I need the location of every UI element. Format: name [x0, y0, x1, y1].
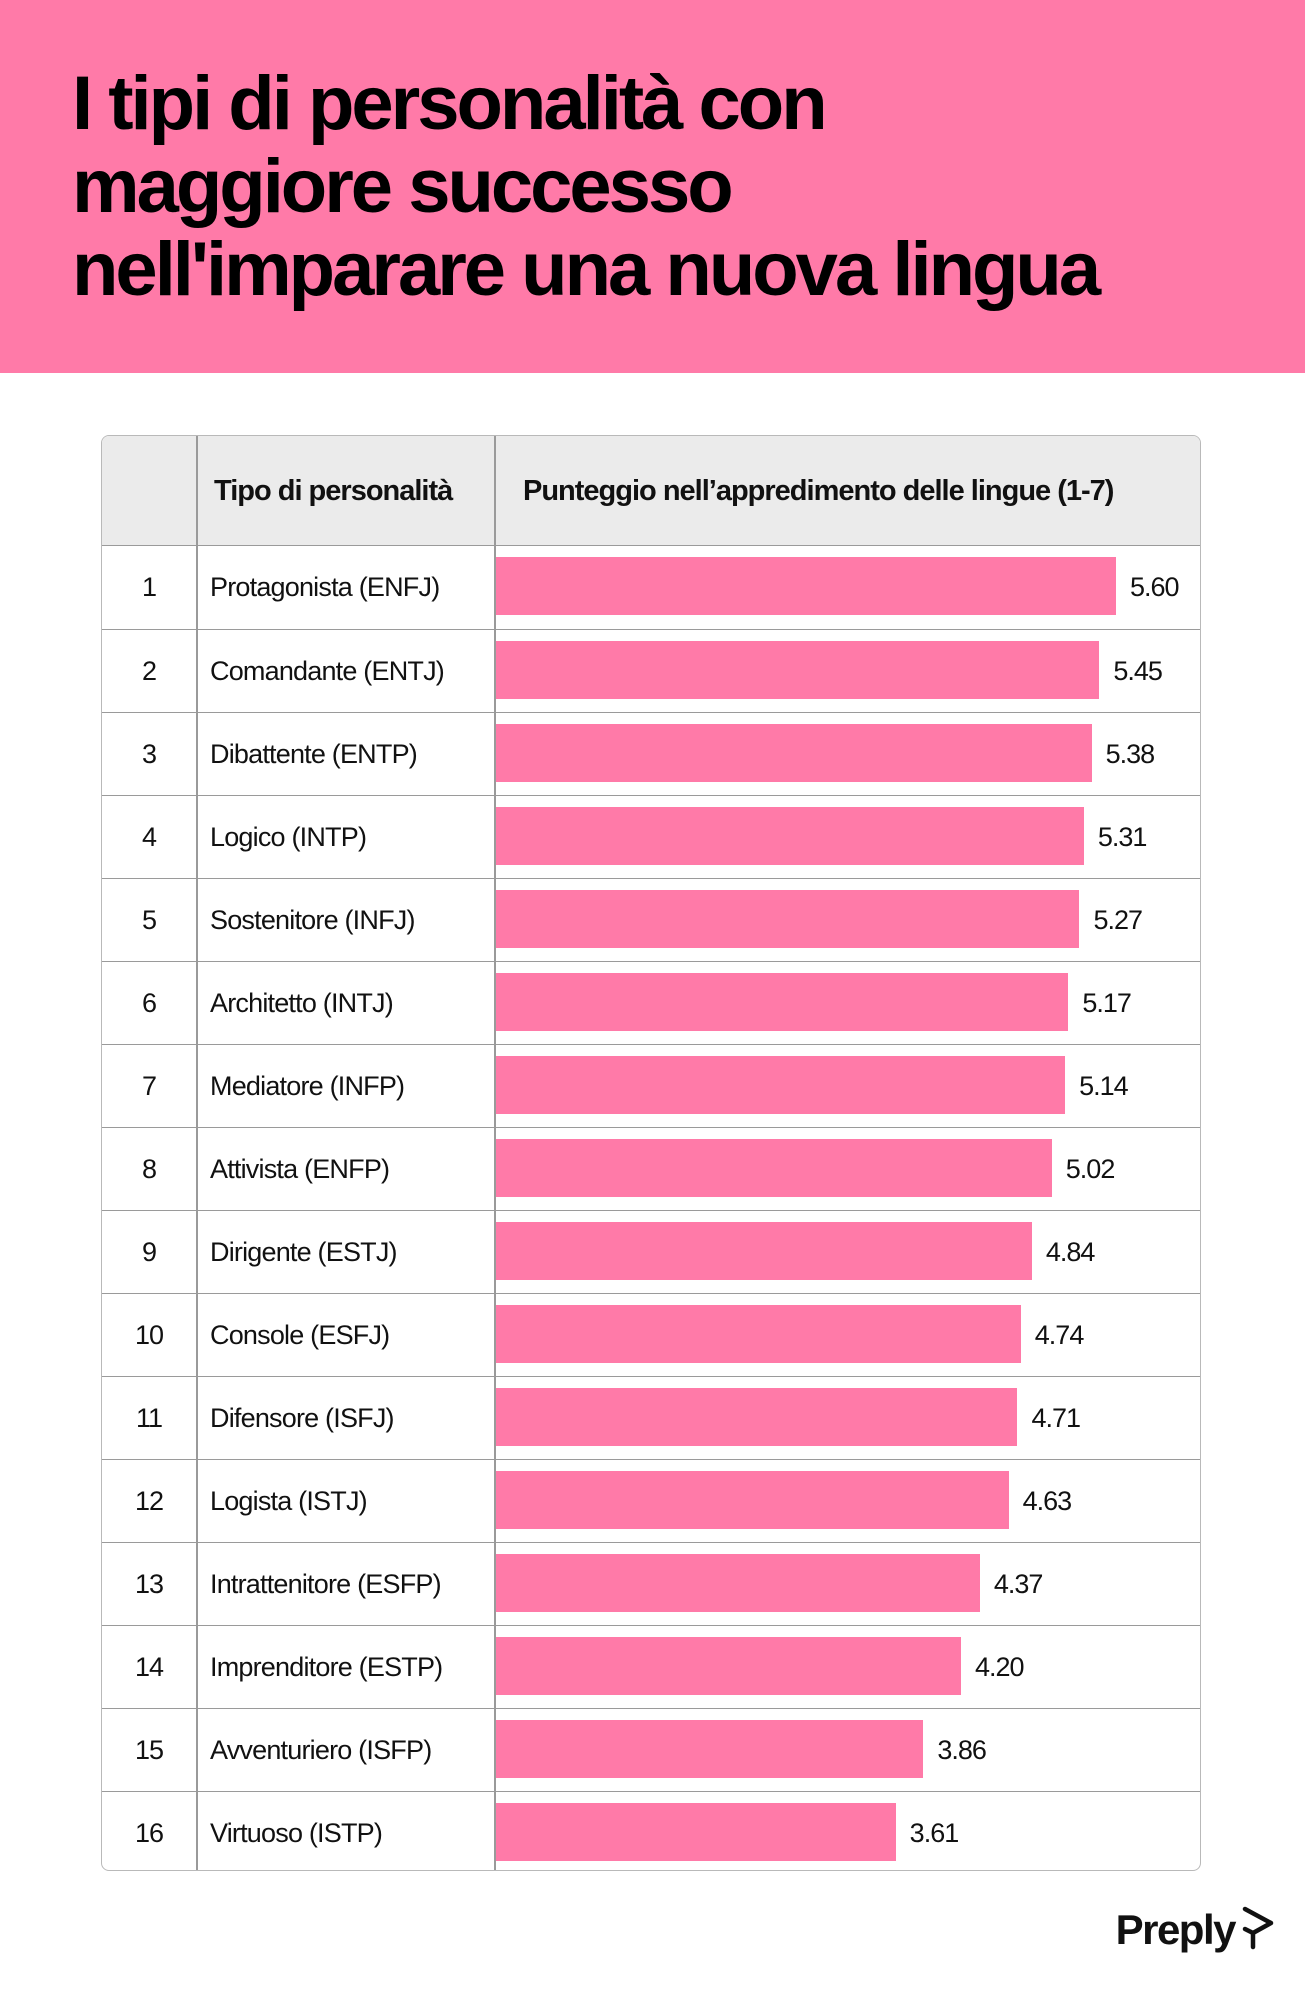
title-line-3: nell'imparare una nuova lingua	[72, 227, 1101, 312]
title-line-1: I tipi di personalità con	[72, 61, 828, 146]
ranking-table: Tipo di personalità Punteggio nell’appre…	[101, 435, 1201, 1871]
score-value-label: 5.27	[1093, 905, 1143, 935]
table-row: 12 Logista (ISTJ) 4.63	[102, 1459, 1200, 1542]
rank-cell: 10	[134, 1320, 164, 1350]
score-value-label: 3.86	[937, 1735, 987, 1765]
score-value-label: 5.02	[1065, 1154, 1116, 1184]
table-row: 9 Dirigente (ESTJ) 4.84	[102, 1210, 1200, 1293]
score-value-label: 4.71	[1031, 1403, 1081, 1433]
table-row: 3 Dibattente (ENTP) 5.38	[102, 712, 1200, 795]
score-bar	[496, 1305, 1021, 1363]
score-bar	[496, 890, 1080, 948]
table-row: 10 Console (ESFJ) 4.74	[102, 1293, 1200, 1376]
score-value-label: 4.74	[1034, 1320, 1085, 1350]
rank-cell: 11	[135, 1403, 163, 1433]
personality-type-cell: Virtuoso (ISTP)	[210, 1818, 383, 1848]
table-row: 8 Attivista (ENFP) 5.02	[102, 1127, 1200, 1210]
rank-cell: 15	[134, 1735, 164, 1765]
personality-type-cell: Comandante (ENTJ)	[210, 656, 445, 686]
score-value-label: 5.17	[1082, 988, 1132, 1018]
brand-logo: Preply	[1116, 1900, 1275, 1960]
table-row: 14 Imprenditore (ESTP) 4.20	[102, 1625, 1200, 1708]
table-row: 6 Architetto (INTJ) 5.17	[102, 961, 1200, 1044]
score-bar	[496, 1637, 961, 1695]
rank-cell: 12	[134, 1486, 164, 1516]
title-line-2: maggiore successo	[72, 144, 734, 229]
score-value-label: 5.14	[1079, 1071, 1129, 1101]
personality-type-cell: Intrattenitore (ESFP)	[210, 1569, 442, 1599]
rank-cell: 1	[141, 572, 157, 602]
score-value-label: 4.84	[1045, 1237, 1096, 1267]
personality-type-cell: Dibattente (ENTP)	[210, 739, 418, 769]
rank-cell: 7	[141, 1071, 157, 1101]
score-bar	[496, 557, 1116, 615]
rank-cell: 3	[141, 739, 157, 769]
personality-type-cell: Dirigente (ESTJ)	[210, 1237, 398, 1267]
header-score: Punteggio nell’appredimento delle lingue…	[523, 474, 1114, 507]
score-bar	[496, 1139, 1052, 1197]
personality-type-cell: Sostenitore (INFJ)	[210, 905, 415, 935]
score-value-label: 5.60	[1130, 572, 1180, 602]
score-bar	[496, 724, 1092, 782]
page-title: I tipi di personalità con maggiore succe…	[72, 62, 1252, 311]
score-bar	[496, 1803, 896, 1861]
rank-cell: 13	[134, 1569, 164, 1599]
rank-cell: 8	[141, 1154, 157, 1184]
table-header: Tipo di personalità Punteggio nell’appre…	[102, 436, 1200, 546]
personality-type-cell: Difensore (ISFJ)	[210, 1403, 395, 1433]
personality-type-cell: Logista (ISTJ)	[210, 1486, 368, 1516]
score-bar	[496, 1720, 924, 1778]
score-bar	[496, 641, 1100, 699]
personality-type-cell: Architetto (INTJ)	[210, 988, 394, 1018]
personality-type-cell: Imprenditore (ESTP)	[210, 1652, 443, 1682]
table-row: 5 Sostenitore (INFJ) 5.27	[102, 878, 1200, 961]
table-row: 4 Logico (INTP) 5.31	[102, 795, 1200, 878]
header-personality-type: Tipo di personalità	[214, 474, 453, 507]
score-value-label: 5.38	[1105, 739, 1156, 769]
rank-cell: 5	[141, 905, 157, 935]
logo-text: Preply	[1115, 1906, 1237, 1953]
personality-type-cell: Protagonista (ENFJ)	[210, 572, 440, 602]
score-value-label: 3.61	[909, 1818, 960, 1848]
header-banner: I tipi di personalità con maggiore succe…	[0, 0, 1305, 373]
rank-cell: 14	[134, 1652, 164, 1682]
score-value-label: 5.31	[1097, 822, 1148, 852]
score-value-label: 5.45	[1113, 656, 1163, 686]
personality-type-cell: Logico (INTP)	[210, 822, 367, 852]
column-divider-type	[494, 436, 496, 1870]
column-divider-rank	[196, 436, 198, 1870]
table-row: 11 Difensore (ISFJ) 4.71	[102, 1376, 1200, 1459]
score-value-label: 4.37	[993, 1569, 1044, 1599]
rank-cell: 16	[134, 1818, 164, 1848]
table-row: 7 Mediatore (INFP) 5.14	[102, 1044, 1200, 1127]
score-bar	[496, 1388, 1018, 1446]
score-bar	[496, 1554, 980, 1612]
score-value-label: 4.63	[1022, 1486, 1073, 1516]
score-bar	[496, 1222, 1032, 1280]
table-row: 13 Intrattenitore (ESFP) 4.37	[102, 1542, 1200, 1625]
rank-cell: 2	[141, 656, 157, 686]
preply-logo-icon	[1241, 1905, 1275, 1956]
table-row: 16 Virtuoso (ISTP) 3.61	[102, 1791, 1200, 1870]
rank-cell: 9	[141, 1237, 157, 1267]
rank-cell: 6	[141, 988, 157, 1018]
personality-type-cell: Avventuriero (ISFP)	[210, 1735, 432, 1765]
score-bar	[496, 973, 1069, 1031]
personality-type-cell: Console (ESFJ)	[210, 1320, 390, 1350]
table-row: 15 Avventuriero (ISFP) 3.86	[102, 1708, 1200, 1791]
rank-cell: 4	[141, 822, 157, 852]
score-bar	[496, 1471, 1009, 1529]
score-bar	[496, 1056, 1066, 1114]
personality-type-cell: Attivista (ENFP)	[210, 1154, 390, 1184]
table-row: 2 Comandante (ENTJ) 5.45	[102, 629, 1200, 712]
personality-type-cell: Mediatore (INFP)	[210, 1071, 405, 1101]
score-bar	[496, 807, 1084, 865]
score-value-label: 4.20	[975, 1652, 1025, 1682]
table-row: 1 Protagonista (ENFJ) 5.60	[102, 546, 1200, 629]
